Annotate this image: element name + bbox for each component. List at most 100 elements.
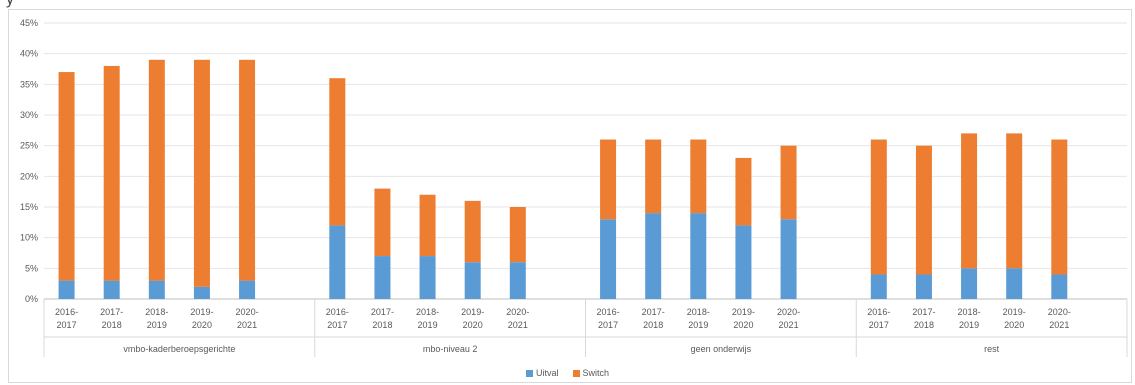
bar-switch bbox=[600, 139, 617, 220]
legend-swatch-switch bbox=[572, 369, 580, 377]
x-tick-label: 2020- bbox=[1048, 307, 1071, 317]
x-tick-label: 2017- bbox=[912, 307, 935, 317]
bar-uitval bbox=[419, 256, 436, 299]
legend-label-switch: Switch bbox=[582, 368, 610, 378]
x-tick-label: 2019- bbox=[190, 307, 213, 317]
x-tick-label: 2020- bbox=[506, 307, 529, 317]
x-tick-label: 2016- bbox=[867, 307, 890, 317]
legend-entry-uitval: Uitval bbox=[525, 368, 559, 378]
bar-switch bbox=[1006, 133, 1023, 269]
bar-uitval bbox=[374, 256, 391, 299]
bar-switch bbox=[915, 145, 932, 275]
bar-switch bbox=[1051, 139, 1068, 275]
group-label: geen onderwijs bbox=[691, 344, 752, 354]
y-tick-label: 5% bbox=[25, 263, 38, 273]
bar-switch bbox=[509, 207, 526, 263]
y-tick-label: 10% bbox=[20, 233, 38, 243]
x-tick-label: 2019 bbox=[147, 320, 167, 330]
bar-uitval bbox=[915, 274, 932, 299]
bar-uitval bbox=[870, 274, 887, 299]
x-tick-label: 2020 bbox=[192, 320, 212, 330]
x-tick-label: 2020 bbox=[1004, 320, 1024, 330]
bar-uitval bbox=[600, 219, 617, 299]
bar-uitval bbox=[103, 280, 120, 299]
bar-uitval bbox=[645, 213, 662, 299]
bar-switch bbox=[58, 72, 75, 281]
x-tick-label: 2016- bbox=[326, 307, 349, 317]
bar-uitval bbox=[193, 286, 210, 299]
bar-uitval bbox=[509, 262, 526, 299]
legend-label-uitval: Uitval bbox=[535, 368, 559, 378]
x-tick-label: 2019- bbox=[732, 307, 755, 317]
bar-uitval bbox=[735, 225, 752, 299]
x-tick-label: 2018 bbox=[914, 320, 934, 330]
y-tick-label: 45% bbox=[20, 18, 38, 28]
bar-uitval bbox=[464, 262, 481, 299]
x-tick-label: 2016- bbox=[597, 307, 620, 317]
x-tick-label: 2018 bbox=[372, 320, 392, 330]
x-tick-label: 2020 bbox=[463, 320, 483, 330]
bar-switch bbox=[419, 194, 436, 257]
bar-uitval bbox=[1051, 274, 1068, 299]
bar-switch bbox=[961, 133, 978, 269]
y-tick-label: 30% bbox=[20, 110, 38, 120]
x-tick-label: 2018 bbox=[643, 320, 663, 330]
bar-uitval bbox=[239, 280, 256, 299]
bar-switch bbox=[374, 188, 391, 257]
group-label: mbo-niveau 2 bbox=[423, 344, 478, 354]
bar-uitval bbox=[961, 268, 978, 299]
x-tick-label: 2019 bbox=[959, 320, 979, 330]
bar-switch bbox=[870, 139, 887, 275]
group-label: vmbo-kaderberoepsgerichte bbox=[123, 344, 235, 354]
bar-uitval bbox=[148, 280, 165, 299]
bar-switch bbox=[690, 139, 707, 214]
x-tick-label: 2017 bbox=[57, 320, 77, 330]
chart-title-fragment: y bbox=[6, 0, 14, 9]
x-tick-label: 2018- bbox=[145, 307, 168, 317]
legend-entry-switch: Switch bbox=[572, 368, 610, 378]
bar-switch bbox=[103, 65, 120, 281]
x-tick-label: 2018- bbox=[416, 307, 439, 317]
bar-uitval bbox=[329, 225, 346, 299]
y-tick-label: 0% bbox=[25, 294, 38, 304]
y-tick-label: 35% bbox=[20, 79, 38, 89]
x-tick-label: 2021 bbox=[1049, 320, 1069, 330]
bar-uitval bbox=[1006, 268, 1023, 299]
y-tick-label: 25% bbox=[20, 141, 38, 151]
x-tick-label: 2019- bbox=[461, 307, 484, 317]
bar-uitval bbox=[58, 280, 75, 299]
legend-swatch-uitval bbox=[525, 369, 533, 377]
y-tick-label: 15% bbox=[20, 202, 38, 212]
x-tick-label: 2017- bbox=[100, 307, 123, 317]
x-tick-label: 2017- bbox=[642, 307, 665, 317]
group-label: rest bbox=[984, 344, 1000, 354]
bar-switch bbox=[148, 59, 165, 281]
bar-switch bbox=[780, 145, 797, 220]
legend: Uitval Switch bbox=[0, 368, 1135, 378]
bar-switch bbox=[645, 139, 662, 214]
bar-switch bbox=[329, 78, 346, 226]
x-tick-label: 2021 bbox=[508, 320, 528, 330]
x-tick-label: 2020 bbox=[733, 320, 753, 330]
x-tick-label: 2017- bbox=[371, 307, 394, 317]
bar-switch bbox=[239, 59, 256, 281]
x-tick-label: 2020- bbox=[236, 307, 259, 317]
bar-uitval bbox=[780, 219, 797, 299]
x-tick-label: 2016- bbox=[55, 307, 78, 317]
x-tick-label: 2018- bbox=[687, 307, 710, 317]
x-tick-label: 2018 bbox=[102, 320, 122, 330]
x-tick-label: 2017 bbox=[327, 320, 347, 330]
x-tick-label: 2021 bbox=[237, 320, 257, 330]
bar-uitval bbox=[690, 213, 707, 299]
x-tick-label: 2019 bbox=[418, 320, 438, 330]
y-tick-label: 20% bbox=[20, 171, 38, 181]
x-tick-label: 2021 bbox=[779, 320, 799, 330]
bar-switch bbox=[735, 157, 752, 226]
x-tick-label: 2020- bbox=[777, 307, 800, 317]
x-tick-label: 2019 bbox=[688, 320, 708, 330]
x-tick-label: 2018- bbox=[958, 307, 981, 317]
bar-switch bbox=[193, 59, 210, 287]
x-tick-label: 2019- bbox=[1003, 307, 1026, 317]
x-tick-label: 2017 bbox=[869, 320, 889, 330]
